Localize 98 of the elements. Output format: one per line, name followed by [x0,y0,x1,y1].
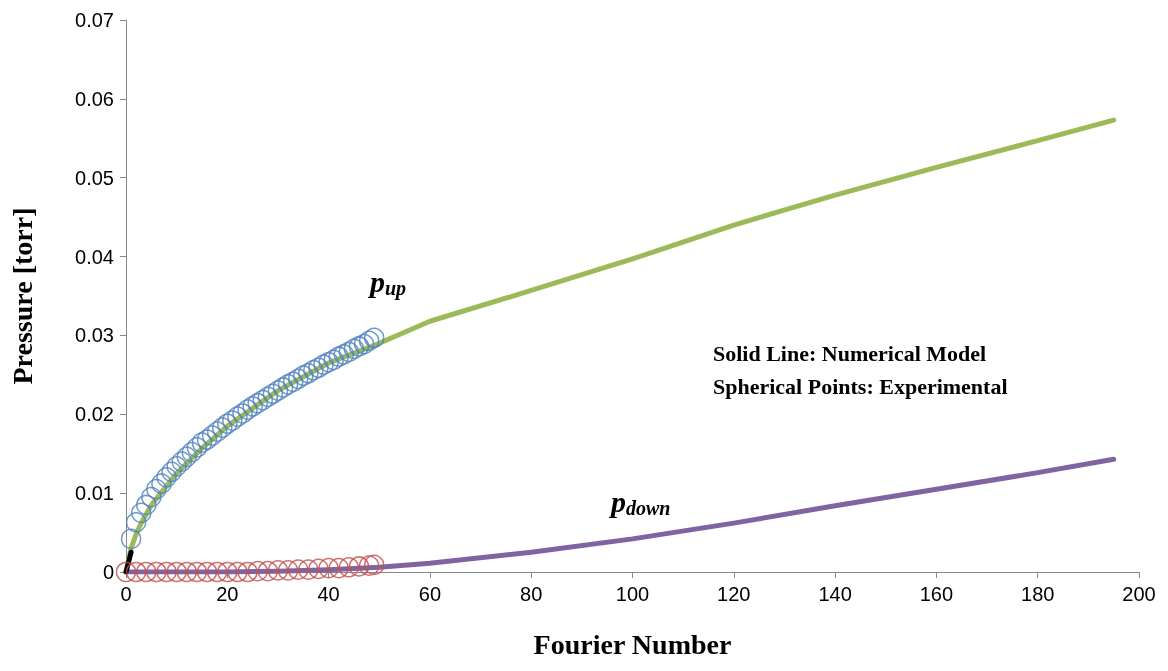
point [227,561,248,583]
point [298,363,319,384]
point [232,403,253,424]
point [287,559,309,580]
point [247,393,268,414]
point [343,338,365,360]
point [171,451,192,472]
point [196,561,218,583]
x-tick-label: 120 [717,583,751,605]
x-axis-title: Fourier Number [533,628,732,660]
point [252,389,274,411]
point [120,528,142,550]
y-tick-label: 0.04 [75,245,114,268]
point [358,330,380,352]
annotation: Spherical Points: Experimental [713,373,1008,399]
y-tick-label: 0.01 [75,482,114,505]
point [298,559,319,580]
point [186,561,208,583]
y-tick-label: 0 [102,561,114,583]
point [277,560,299,581]
x-tick-label: 80 [520,583,543,605]
point [237,399,258,420]
point [308,558,329,580]
x-tick-label: 100 [615,583,650,605]
point [267,560,289,581]
point [156,467,177,488]
point [146,561,167,583]
point [166,456,187,477]
point [222,410,243,431]
point [166,561,187,583]
point [176,561,198,583]
point [212,417,233,438]
point [237,561,258,583]
x-tick-label: 160 [919,583,954,605]
point [358,555,380,576]
point [257,560,279,582]
point [287,368,309,390]
point [277,374,299,395]
point [303,359,324,381]
point [181,441,203,463]
point [247,560,268,582]
point [363,327,385,349]
point [206,421,228,442]
point [363,554,385,576]
point [338,341,360,363]
y-tick-label: 0.05 [75,166,114,189]
point [125,561,147,583]
point [262,383,284,405]
point [348,336,370,357]
point [201,425,223,446]
point [141,486,162,508]
point [161,461,182,483]
point [272,377,294,398]
y-tick-label: 0.02 [75,403,114,426]
point [151,473,172,494]
point [130,502,152,524]
point [308,357,329,378]
point [348,556,370,577]
x-tick-label: 140 [818,583,852,605]
point [227,406,248,427]
point [186,437,208,458]
x-tick-label: 40 [317,583,340,605]
point [353,333,375,355]
point [333,344,355,365]
point [318,557,339,579]
y-axis-title: Pressure [torr] [6,207,38,385]
y-tick-label: 0.07 [75,9,114,31]
x-tick-label: 180 [1021,583,1055,605]
y-tick-label: 0.06 [75,87,114,110]
point [338,557,360,578]
point [242,396,263,417]
point [125,512,147,533]
annotation: Solid Line: Numerical Model [713,340,987,366]
x-tick-label: 20 [216,583,239,605]
point [176,446,198,468]
point [191,432,213,453]
x-tick-label: 200 [1122,583,1156,605]
y-tick-label: 0.03 [75,324,114,347]
point [323,349,344,371]
point [293,365,314,386]
point [282,371,304,393]
point [146,478,167,500]
point [217,413,238,434]
point [196,429,218,450]
point [217,561,238,583]
point [136,494,157,516]
point [257,386,279,408]
point [115,561,137,583]
x-tick-label: 60 [418,583,442,605]
point [136,561,157,583]
point [313,354,334,375]
point [328,346,349,367]
x-tick-label: 0 [120,583,132,605]
point [328,557,349,579]
point [156,561,177,583]
point [318,351,339,373]
point [206,561,228,583]
point [267,380,289,401]
